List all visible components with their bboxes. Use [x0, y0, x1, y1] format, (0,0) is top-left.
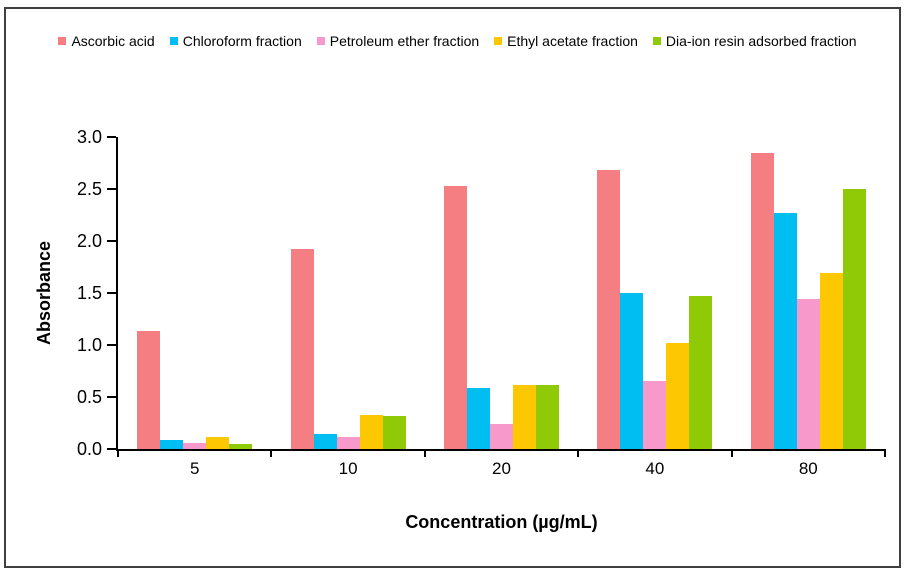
legend: Ascorbic acid Chloroform fraction Petroleu… [12, 31, 903, 51]
legend-swatch [494, 37, 503, 45]
bar-ethyl-acetate-fraction-80 [819, 273, 843, 449]
x-tick-mark [577, 449, 580, 457]
bar-ethyl-acetate-fraction-5 [206, 436, 230, 449]
figure-border [4, 7, 901, 568]
y-tick-label: 3.0 [76, 127, 102, 147]
bar-ethyl-acetate-fraction-40 [666, 342, 690, 449]
legend-label: Petroleum ether fraction [329, 33, 480, 49]
plot-area [116, 137, 885, 451]
y-tick-mark [107, 292, 116, 294]
x-tick-mark [884, 449, 886, 457]
x-category-label: 20 [492, 459, 511, 478]
x-tick-mark [117, 449, 119, 457]
legend-item: Dia-ion resin adsorbed fraction [652, 33, 857, 49]
x-category-label: 40 [645, 459, 665, 478]
y-tick-label: 2.0 [76, 231, 102, 251]
y-tick-mark [107, 448, 116, 450]
x-category-label: 80 [798, 459, 818, 478]
bar-dia-ion-resin-adsorbed-fraction-40 [689, 296, 713, 449]
y-tick-mark [107, 188, 116, 190]
bar-chloroform-fraction-80 [773, 212, 797, 449]
x-axis-title: Concentration (µg/mL) [405, 512, 598, 532]
bar-ethyl-acetate-fraction-20 [513, 384, 536, 449]
y-tick-mark [107, 396, 116, 398]
bar-ascorbic-acid-5 [137, 331, 161, 449]
y-tick-label: 1.0 [76, 335, 102, 355]
bar-dia-ion-resin-adsorbed-fraction-10 [382, 415, 406, 449]
bar-chloroform-fraction-20 [467, 387, 490, 449]
legend-swatch [652, 37, 661, 45]
bar-petroleum-ether-fraction-40 [643, 381, 667, 449]
bar-chloroform-fraction-5 [160, 439, 184, 449]
legend-label: Chloroform fraction [182, 33, 302, 49]
y-tick-label: 0.5 [76, 387, 102, 407]
bar-dia-ion-resin-adsorbed-fraction-80 [842, 189, 866, 449]
legend-item: Chloroform fraction [169, 33, 302, 49]
legend-swatch [316, 37, 325, 45]
legend-swatch [169, 37, 178, 45]
y-tick-label: 0.0 [76, 439, 102, 459]
bar-petroleum-ether-fraction-10 [336, 436, 360, 449]
bar-petroleum-ether-fraction-20 [490, 424, 513, 449]
x-tick-mark [270, 449, 273, 457]
y-tick-mark [107, 344, 116, 346]
y-tick-label: 2.5 [76, 179, 102, 199]
legend-item: Ascorbic acid [58, 33, 155, 49]
legend-label: Dia-ion resin adsorbed fraction [665, 33, 857, 49]
bar-ascorbic-acid-40 [597, 170, 621, 449]
legend-item: Petroleum ether fraction [316, 33, 480, 49]
bar-petroleum-ether-fraction-5 [183, 442, 207, 449]
legend-label: Ethyl acetate fraction [507, 33, 638, 49]
legend-swatch [58, 37, 67, 45]
bar-petroleum-ether-fraction-80 [796, 299, 820, 449]
bar-ascorbic-acid-80 [750, 152, 774, 449]
y-tick-mark [107, 136, 116, 138]
bar-dia-ion-resin-adsorbed-fraction-20 [536, 384, 559, 449]
bar-dia-ion-resin-adsorbed-fraction-5 [229, 443, 253, 449]
bar-ethyl-acetate-fraction-10 [359, 414, 383, 449]
legend-label: Ascorbic acid [71, 33, 155, 49]
bar-ascorbic-acid-20 [444, 185, 467, 449]
x-category-label: 10 [338, 459, 358, 478]
bar-chloroform-fraction-40 [620, 293, 644, 449]
x-tick-mark [423, 449, 426, 457]
x-tick-mark [730, 449, 733, 457]
y-tick-label: 1.5 [76, 283, 102, 303]
legend-item: Ethyl acetate fraction [494, 33, 638, 49]
bar-chloroform-fraction-10 [313, 434, 337, 449]
x-category-label: 5 [189, 459, 200, 478]
bar-ascorbic-acid-10 [290, 249, 314, 449]
y-tick-mark [107, 240, 116, 242]
